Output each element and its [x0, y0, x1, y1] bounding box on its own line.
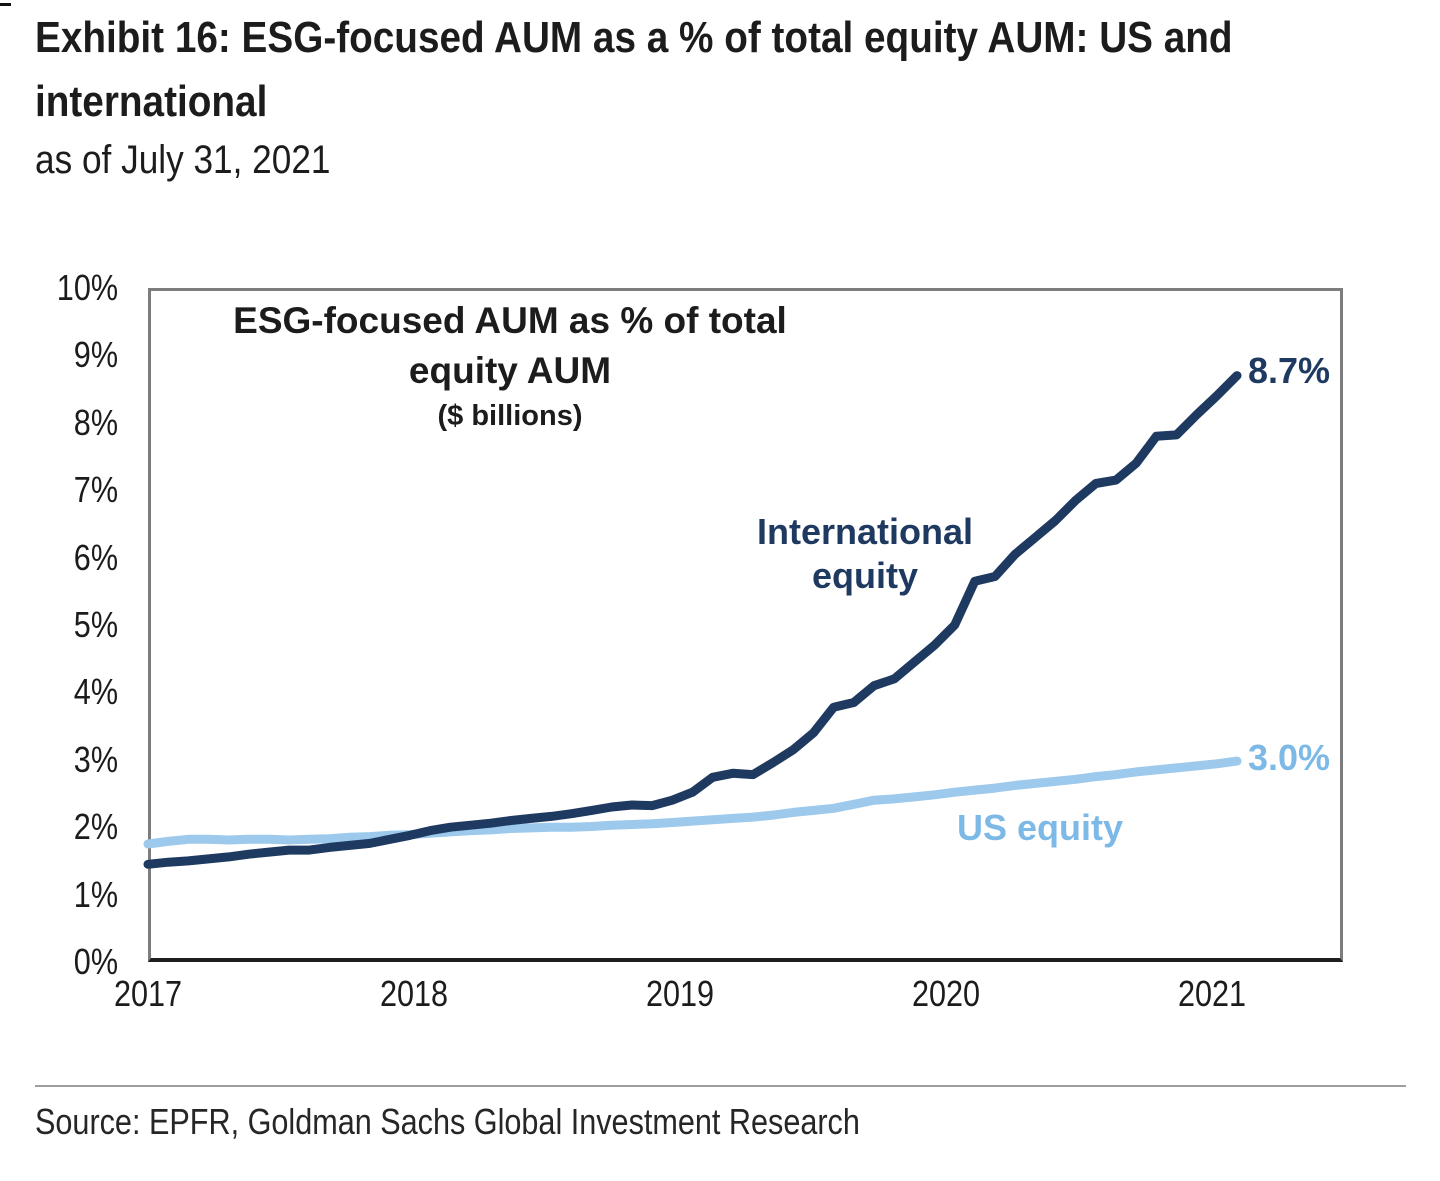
y-axis-tick-text: 10%	[56, 267, 118, 308]
y-axis-tick-label: 2%	[38, 805, 118, 849]
exhibit-title-line1-text: Exhibit 16: ESG-focused AUM as a % of to…	[35, 13, 1233, 62]
chart-title-unit-note: ($ billions)	[437, 400, 583, 432]
y-axis-tick-text: 0%	[73, 941, 118, 982]
y-axis-tick-text: 4%	[73, 671, 118, 713]
y-axis-tick-label: 1%	[38, 873, 118, 917]
y-axis-tick-text: 7%	[73, 469, 118, 511]
international-equity-end-value-label: 8.7%	[1248, 350, 1331, 391]
x-axis-tick-text: 2017	[113, 973, 183, 1014]
x-axis-tick-text: 2018	[379, 973, 449, 1014]
chart-title-line1: ESG-focused AUM as % of total	[233, 300, 787, 341]
y-axis-tick-label: 4%	[38, 670, 118, 714]
exhibit-title-line2-text: international	[35, 77, 268, 126]
y-axis-tick-text: 8%	[73, 401, 118, 443]
y-axis-tick-label: 8%	[38, 401, 118, 445]
x-axis-tick-label: 2018	[344, 972, 484, 1016]
y-axis-tick-text: 5%	[73, 604, 118, 645]
x-axis-tick-label: 2017	[78, 972, 218, 1016]
us-equity-end-value-label: 3.0%	[1248, 737, 1331, 778]
x-axis-tick-text: 2020	[911, 973, 981, 1014]
y-axis-tick-label: 10%	[38, 266, 118, 310]
international-equity-series-label: International equity	[756, 511, 974, 596]
y-axis-tick-text: 1%	[73, 873, 118, 915]
x-axis-tick-text: 2019	[645, 973, 715, 1014]
footer-divider	[35, 1085, 1406, 1087]
y-axis-tick-label: 7%	[38, 468, 118, 512]
y-axis-tick-label: 3%	[38, 738, 118, 782]
x-axis-tick-label: 2019	[610, 972, 750, 1016]
y-axis-tick-text: 3%	[73, 738, 118, 780]
x-axis-tick-label: 2021	[1142, 972, 1282, 1016]
source-note-text: Source: EPFR, Goldman Sachs Global Inves…	[35, 1101, 860, 1142]
us-equity-series-label: US equity	[956, 807, 1124, 848]
x-axis-tick-text: 2021	[1177, 973, 1247, 1014]
y-axis-tick-text: 6%	[73, 536, 118, 578]
exhibit-subtitle: as of July 31, 2021	[35, 138, 371, 182]
y-axis-tick-label: 5%	[38, 603, 118, 647]
y-axis-tick-text: 9%	[73, 334, 118, 376]
y-axis-tick-label: 9%	[38, 333, 118, 377]
y-axis-tick-text: 2%	[73, 806, 118, 848]
y-axis-tick-label: 6%	[38, 536, 118, 580]
exhibit-title-line2: international	[35, 78, 299, 126]
y-axis-tick-label: 0%	[38, 940, 118, 984]
top-edge-mark	[0, 3, 11, 6]
x-axis-tick-label: 2020	[876, 972, 1016, 1016]
chart-title-line2: equity AUM	[408, 350, 612, 391]
chart-title: ESG-focused AUM as % of total equity AUM…	[190, 296, 830, 434]
exhibit-subtitle-text: as of July 31, 2021	[35, 138, 331, 182]
source-note: Source: EPFR, Goldman Sachs Global Inves…	[35, 1100, 1005, 1144]
exhibit-title-line1: Exhibit 16: ESG-focused AUM as a % of to…	[35, 14, 1396, 62]
